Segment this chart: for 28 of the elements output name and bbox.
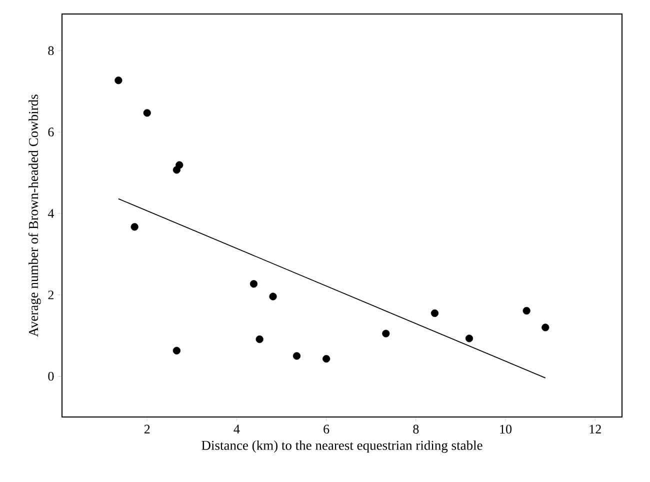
y-tick-label: 6 [48, 128, 54, 136]
point [465, 334, 474, 342]
point [292, 352, 301, 360]
point [542, 324, 550, 332]
x-axis-title: Distance (km) to the nearest equestrian riding stable [202, 440, 482, 453]
point [522, 306, 530, 315]
point [256, 335, 264, 344]
point [114, 76, 122, 84]
point [172, 346, 180, 354]
point [322, 354, 330, 363]
x-tick-label: 6 [324, 424, 330, 434]
y-tick-label: 2 [48, 290, 54, 300]
point [382, 330, 390, 338]
y-tick-label: 8 [48, 46, 54, 56]
y-axis-title: Average number of Brown-headed Cowbirds [28, 94, 41, 337]
x-tick-label: 8 [413, 424, 419, 434]
x-tick-label: 2 [144, 424, 150, 434]
y-tick-label: 0 [48, 372, 54, 381]
x-tick-label: 12 [590, 424, 601, 434]
point [269, 292, 277, 300]
point [430, 309, 439, 317]
point [172, 166, 180, 174]
point [250, 280, 258, 288]
y-tick-label: 4 [48, 209, 54, 218]
point [130, 223, 138, 231]
point [143, 109, 151, 117]
x-tick-label: 10 [500, 424, 512, 434]
x-tick-label: 4 [234, 424, 240, 434]
